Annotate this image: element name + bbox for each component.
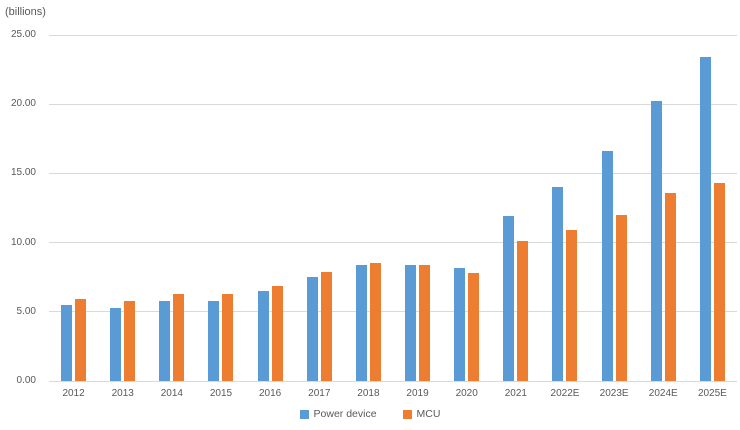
bar-power-device — [355, 264, 367, 381]
bar-mcu — [713, 183, 725, 381]
bar-power-device — [601, 151, 613, 381]
y-tick-label: 25.00 — [10, 29, 36, 40]
legend-swatch-power-device-icon — [299, 409, 309, 419]
bar-mcu — [615, 214, 627, 381]
bar-group — [491, 35, 540, 381]
bar-mcu — [468, 273, 480, 381]
legend-item-power-device: Power device — [299, 408, 377, 420]
x-tick-label: 2022E — [550, 388, 580, 399]
bar-group — [688, 35, 737, 381]
bar-mcu — [75, 299, 87, 381]
bar-power-device — [159, 300, 171, 381]
bar-group — [393, 35, 442, 381]
x-tick-label: 2021 — [504, 388, 527, 399]
bar-mcu — [664, 192, 676, 381]
bar-power-device — [503, 216, 515, 381]
gridline — [49, 242, 737, 244]
gridline — [49, 103, 737, 105]
x-axis: 2012 2013 2014 2015 2016 2017 2018 2019 2020 2021… — [49, 388, 737, 399]
x-tick-label: 2024E — [648, 388, 678, 399]
legend-label-mcu: MCU — [416, 408, 441, 420]
x-tick-label: 2023E — [599, 388, 629, 399]
bar-group — [98, 35, 147, 381]
legend: Power device MCU — [0, 408, 740, 420]
bar-mcu — [320, 271, 332, 381]
bar-power-device — [405, 264, 417, 381]
bar-mcu — [222, 293, 234, 381]
bar-mcu — [369, 263, 381, 381]
gridline — [49, 311, 737, 313]
x-tick-label: 2025E — [697, 388, 727, 399]
x-tick-label: 2020 — [455, 388, 478, 399]
gridline — [49, 172, 737, 174]
bar-group — [442, 35, 491, 381]
plot-area — [49, 34, 737, 382]
y-tick-label: 20.00 — [10, 98, 36, 110]
bar-group — [295, 35, 344, 381]
bar-group — [540, 35, 589, 381]
y-tick-label: 15.00 — [10, 167, 36, 179]
bar-group — [344, 35, 393, 381]
bar-power-device — [650, 101, 662, 381]
x-tick-label: 2017 — [308, 388, 331, 399]
axis-units-label: (billions) — [5, 6, 46, 18]
x-tick-label: 2018 — [357, 388, 380, 399]
y-tick-label: 5.00 — [16, 305, 36, 317]
y-tick-label: 0.00 — [16, 375, 36, 386]
bar-group — [246, 35, 295, 381]
bar-power-device — [552, 187, 564, 381]
y-tick-label: 10.00 — [10, 236, 36, 248]
bar-group — [49, 35, 98, 381]
bar-group — [590, 35, 639, 381]
bar-group — [147, 35, 196, 381]
bar-power-device — [61, 304, 73, 381]
gridline — [49, 380, 737, 382]
bar-groups — [49, 35, 737, 381]
legend-swatch-mcu-icon — [402, 409, 412, 419]
bar-mcu — [271, 285, 283, 381]
x-tick-label: 2012 — [62, 388, 85, 399]
bar-mcu — [566, 230, 578, 381]
legend-label-power-device: Power device — [313, 408, 377, 420]
x-tick-label: 2016 — [259, 388, 282, 399]
legend-item-mcu: MCU — [402, 408, 441, 420]
x-tick-label: 2015 — [209, 388, 233, 399]
gridline — [49, 34, 737, 36]
bar-group — [196, 35, 245, 381]
bar-mcu — [517, 241, 529, 381]
bar-power-device — [454, 267, 466, 381]
bar-power-device — [699, 57, 711, 381]
bar-power-device — [110, 307, 122, 381]
bar-mcu — [124, 300, 136, 381]
bar-mcu — [419, 264, 431, 381]
bar-power-device — [306, 277, 318, 381]
x-tick-label: 2014 — [160, 388, 183, 399]
bar-group — [639, 35, 688, 381]
bar-power-device — [257, 291, 269, 381]
bar-power-device — [208, 300, 220, 381]
bar-mcu — [173, 293, 185, 381]
x-tick-label: 2019 — [406, 388, 429, 399]
x-tick-label: 2013 — [111, 388, 134, 399]
